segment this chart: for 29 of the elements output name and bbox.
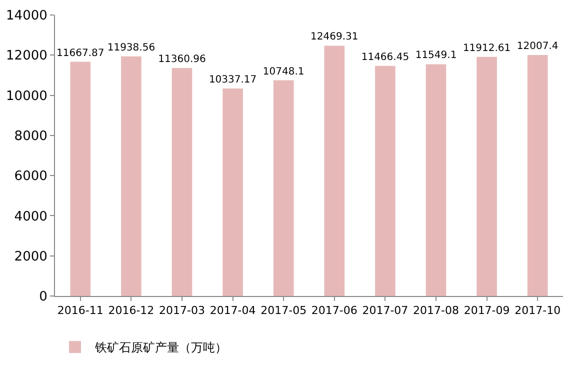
- data-label: 11912.61: [462, 42, 511, 54]
- data-label: 11938.56: [107, 42, 156, 54]
- x-tick-label: 2017-04: [210, 304, 256, 318]
- data-label: 11360.96: [158, 54, 206, 65]
- y-tick-label: 4000: [14, 209, 48, 224]
- data-label: 11549.1: [415, 50, 457, 62]
- x-tick-label: 2017-05: [260, 304, 307, 318]
- x-tick-label: 2017-09: [464, 304, 510, 318]
- data-label: 10748.1: [262, 66, 304, 78]
- y-tick-label: 0: [39, 290, 48, 305]
- x-tick-label: 2017-07: [362, 304, 408, 318]
- y-tick-label: 6000: [14, 169, 48, 184]
- y-tick-label: 12000: [6, 48, 48, 64]
- data-label: 12469.31: [310, 32, 358, 43]
- x-tick-label: 2016-12: [108, 304, 154, 318]
- legend-label: 铁矿石原矿产量（万吨）: [94, 340, 227, 355]
- data-label: 11667.87: [56, 48, 104, 59]
- x-tick-label: 2017-03: [159, 304, 205, 318]
- data-label: 12007.4: [516, 40, 558, 52]
- y-tick-label: 8000: [14, 128, 48, 144]
- y-tick-label: 2000: [14, 249, 48, 264]
- x-tick-label: 2016-11: [57, 304, 104, 318]
- y-tick-label: 10000: [6, 88, 48, 104]
- x-tick-label: 2017-10: [514, 304, 561, 318]
- x-tick-label: 2017-06: [311, 304, 358, 318]
- data-label: 10337.17: [208, 74, 257, 86]
- y-tick-label: 14000: [6, 8, 48, 24]
- x-tick-label: 2017-08: [413, 304, 459, 318]
- data-label: 11466.45: [361, 52, 410, 63]
